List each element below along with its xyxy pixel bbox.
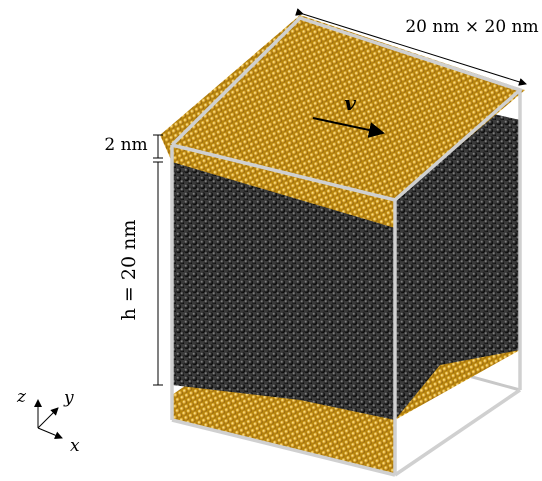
thickness-label: 2 nm (104, 135, 147, 155)
plate-size-label: 20 nm × 20 nm (405, 17, 538, 37)
axis-triad (38, 400, 62, 438)
figure: 20 nm × 20 nm v 2 nm h = 20 nm z y x (0, 0, 542, 481)
y-axis-label: y (63, 388, 74, 408)
z-axis-label: z (16, 387, 27, 407)
height-label: h = 20 nm (118, 220, 140, 321)
x-axis-label: x (70, 436, 80, 456)
velocity-label: v (344, 91, 356, 115)
